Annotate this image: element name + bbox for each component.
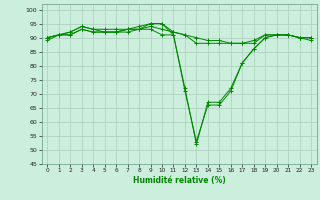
X-axis label: Humidité relative (%): Humidité relative (%) bbox=[133, 176, 226, 185]
